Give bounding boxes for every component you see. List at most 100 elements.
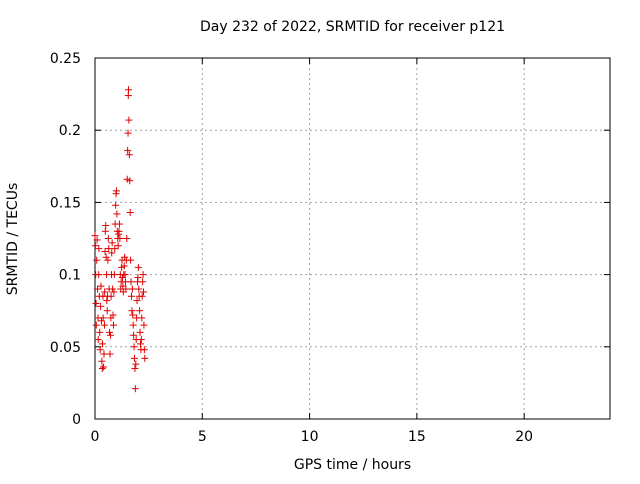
data-point [106, 350, 114, 358]
data-point [112, 187, 120, 195]
data-point [116, 235, 124, 242]
data-point [106, 328, 114, 336]
data-point [97, 317, 105, 325]
data-point [100, 350, 108, 358]
data-point [128, 285, 136, 293]
data-point [93, 256, 101, 264]
data-point [131, 385, 139, 393]
data-point [133, 297, 141, 305]
grid-lines [95, 58, 610, 419]
data-point [104, 235, 112, 242]
data-point [102, 222, 110, 230]
x-tick-label: 15 [408, 429, 426, 445]
data-points [91, 86, 149, 393]
x-axis-label: GPS time / hours [293, 457, 412, 473]
data-point [93, 236, 101, 244]
data-point [103, 307, 111, 315]
data-point [132, 360, 140, 368]
data-point [91, 242, 99, 250]
axis-ticks: 0 5 10 15 20 0 0.05 0.1 0.15 0.2 0.25 [50, 51, 610, 445]
data-point [137, 336, 145, 344]
data-point [112, 201, 120, 209]
data-point [128, 307, 136, 315]
y-tick-label: 0.2 [59, 123, 81, 139]
data-point [115, 220, 123, 228]
data-point [104, 256, 112, 264]
data-point [97, 282, 105, 290]
data-point [124, 129, 132, 137]
data-point [99, 340, 107, 348]
y-tick-label: 0 [72, 412, 81, 428]
data-point [127, 292, 135, 300]
data-point [98, 357, 106, 365]
x-tick-label: 10 [301, 429, 319, 445]
data-point [127, 278, 135, 286]
data-point [109, 321, 117, 329]
data-point [91, 232, 99, 240]
data-point [92, 299, 100, 307]
data-point [108, 239, 116, 247]
x-tick-label: 20 [515, 429, 533, 445]
data-point [136, 328, 144, 336]
data-point [101, 247, 109, 255]
data-point [99, 314, 107, 322]
data-point [94, 336, 102, 344]
data-point [108, 249, 116, 257]
data-point [139, 278, 147, 286]
data-point [124, 146, 132, 154]
data-point [135, 285, 143, 293]
data-point [92, 321, 100, 329]
data-point [122, 285, 130, 293]
data-point [107, 292, 115, 300]
data-point [96, 346, 104, 354]
data-point [110, 288, 118, 296]
data-point [109, 311, 117, 319]
data-point [103, 297, 111, 305]
data-point [95, 245, 103, 253]
data-point [129, 321, 137, 329]
data-point [141, 354, 149, 362]
data-point [126, 209, 134, 217]
data-point [125, 116, 133, 124]
data-point [115, 227, 123, 235]
data-point [94, 285, 102, 293]
data-point [114, 242, 122, 250]
data-point [124, 86, 132, 94]
data-point [111, 245, 119, 253]
data-point [123, 235, 131, 242]
data-point [140, 321, 148, 329]
data-point [109, 285, 117, 293]
data-point [95, 271, 103, 279]
data-point [121, 271, 129, 279]
data-point [131, 364, 139, 372]
chart-title: Day 232 of 2022, SRMTID for receiver p12… [199, 19, 506, 35]
data-point [96, 328, 104, 336]
data-point [100, 363, 108, 371]
data-point [130, 354, 138, 362]
y-tick-label: 0.25 [50, 51, 81, 67]
x-tick-label: 0 [91, 429, 100, 445]
data-point [138, 314, 146, 322]
x-tick-label: 5 [198, 429, 207, 445]
data-point [110, 271, 118, 279]
data-point [105, 245, 113, 253]
y-tick-label: 0.05 [50, 340, 81, 356]
data-point [97, 302, 105, 310]
data-point [139, 288, 147, 296]
data-point [98, 364, 106, 372]
plot-frame [94, 57, 611, 420]
data-point [120, 262, 128, 270]
y-tick-label: 0.1 [59, 268, 81, 284]
data-point [101, 288, 109, 296]
data-point [121, 253, 129, 261]
data-point [100, 321, 108, 329]
data-point [102, 253, 110, 261]
data-point [139, 271, 147, 279]
data-point [106, 331, 114, 339]
data-point [129, 311, 137, 319]
data-point [136, 307, 144, 315]
data-point [134, 263, 142, 271]
data-point [113, 210, 121, 218]
